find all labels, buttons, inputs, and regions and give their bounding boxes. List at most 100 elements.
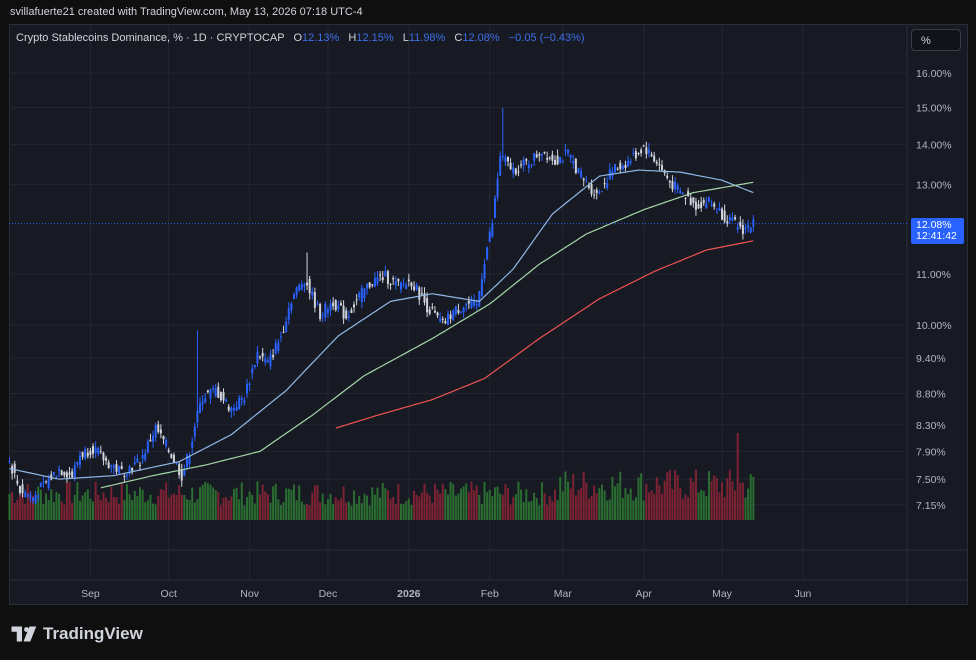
- candle-body: [595, 189, 598, 194]
- candle-body: [112, 465, 115, 469]
- volume-bar: [397, 484, 400, 520]
- candle-body: [731, 217, 734, 221]
- volume-bar: [530, 500, 533, 520]
- candle-body: [397, 278, 400, 282]
- candle-body: [371, 284, 374, 286]
- candle-body: [483, 264, 486, 279]
- candle-body: [167, 450, 170, 452]
- volume-bar: [426, 492, 429, 520]
- volume-bar: [525, 489, 528, 520]
- candle-body: [603, 183, 606, 185]
- volume-bar: [350, 505, 353, 520]
- candle-body: [548, 157, 551, 159]
- candle-body: [473, 300, 476, 306]
- volume-bar: [577, 490, 580, 520]
- x-tick-label: Apr: [636, 588, 653, 600]
- volume-bar: [608, 499, 611, 520]
- candle-body: [715, 212, 718, 214]
- candle-body: [92, 445, 95, 454]
- volume-bar: [178, 485, 181, 520]
- candle-body: [107, 462, 110, 469]
- volume-bar: [172, 493, 175, 520]
- volume-bar: [457, 493, 460, 520]
- volume-bar: [611, 476, 614, 520]
- volume-bar: [379, 497, 382, 520]
- candle-body: [16, 480, 19, 484]
- volume-bar: [483, 481, 486, 520]
- candle-body: [514, 168, 517, 175]
- candle-body: [26, 494, 29, 496]
- volume-bar: [731, 481, 734, 520]
- candle-body: [253, 365, 256, 368]
- volume-bar: [300, 501, 303, 520]
- candle-body: [128, 466, 131, 474]
- candle-body: [139, 465, 141, 467]
- candle-body: [499, 156, 502, 176]
- volume-bar: [410, 505, 413, 520]
- volume-bar: [269, 502, 272, 520]
- candle-body: [553, 159, 556, 165]
- tradingview-logo[interactable]: TradingView: [11, 624, 143, 644]
- volume-bar: [407, 498, 410, 520]
- volume-bar: [279, 505, 282, 520]
- moving-average-fast: [9, 169, 754, 480]
- candle-body: [661, 165, 663, 171]
- candle-body: [527, 164, 530, 169]
- candle-body: [141, 455, 144, 459]
- candle-body: [178, 464, 181, 476]
- legend-low-value: 11.98%: [408, 32, 446, 44]
- candle-body: [71, 471, 74, 478]
- volume-bar: [358, 495, 361, 520]
- candle-body: [606, 183, 609, 189]
- volume-bar: [251, 494, 254, 520]
- volume-bar: [614, 486, 617, 520]
- volume-bar: [723, 497, 726, 520]
- candle-body: [734, 217, 737, 220]
- volume-bar: [102, 492, 105, 520]
- candle-body: [120, 465, 123, 470]
- volume-bar: [747, 488, 750, 520]
- volume-bar: [266, 494, 269, 520]
- candle-body: [350, 309, 353, 313]
- candle-body: [496, 178, 499, 198]
- candle-body: [185, 454, 188, 468]
- candle-body: [389, 284, 392, 286]
- volume-bar: [384, 488, 387, 520]
- volume-bar: [128, 494, 131, 520]
- volume-bar: [264, 491, 267, 520]
- candle-body: [89, 450, 92, 455]
- volume-bar: [366, 495, 369, 520]
- candle-body: [634, 151, 637, 159]
- x-tick-label: Feb: [481, 588, 499, 600]
- candle-body: [752, 219, 755, 227]
- candle-body: [747, 224, 750, 228]
- volume-bar: [514, 494, 517, 520]
- candle-body: [324, 303, 327, 318]
- candle-body: [219, 392, 222, 401]
- volume-bar: [629, 488, 632, 520]
- volume-bar: [55, 492, 58, 520]
- volume-bar: [621, 498, 624, 520]
- volume-bar: [637, 477, 640, 520]
- candle-body: [149, 439, 152, 442]
- candle-body: [590, 184, 593, 195]
- candle-body: [165, 440, 168, 446]
- volume-bar: [282, 501, 285, 520]
- volume-bar: [697, 492, 700, 520]
- candle-body: [478, 291, 481, 307]
- candle-body: [520, 164, 523, 166]
- candle-body: [55, 475, 58, 477]
- candle-body: [577, 168, 580, 173]
- volume-bar: [574, 495, 577, 520]
- volume-bar: [73, 494, 76, 520]
- candle-body: [666, 175, 669, 179]
- volume-bar: [736, 433, 739, 520]
- candle-body: [248, 383, 251, 386]
- volume-bar: [418, 496, 421, 520]
- volume-bar: [431, 502, 434, 520]
- volume-bar: [535, 498, 538, 520]
- scale-percent-button[interactable]: %: [911, 29, 961, 51]
- candle-body: [243, 400, 246, 403]
- candle-body: [394, 281, 397, 286]
